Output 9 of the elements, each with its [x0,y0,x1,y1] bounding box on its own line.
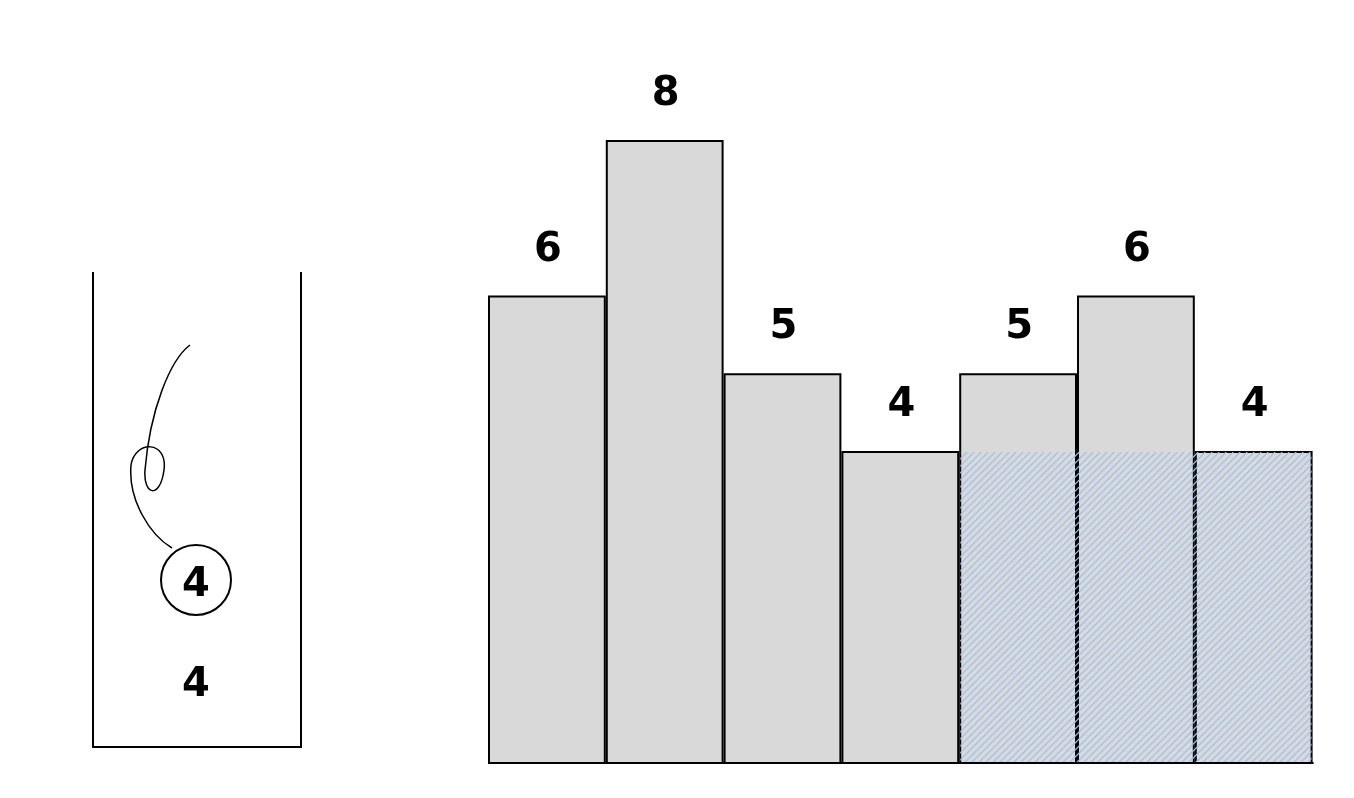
data-label: 4 [887,379,916,425]
text: 4 [182,659,210,705]
data-label: 6 [1122,223,1151,270]
data-label: 5 [769,301,798,348]
data-label: 4 [1240,379,1269,425]
text: 4 [182,559,210,605]
data-label: 5 [1005,301,1034,348]
data-label: 8 [651,68,680,114]
data-label: 6 [533,223,562,270]
